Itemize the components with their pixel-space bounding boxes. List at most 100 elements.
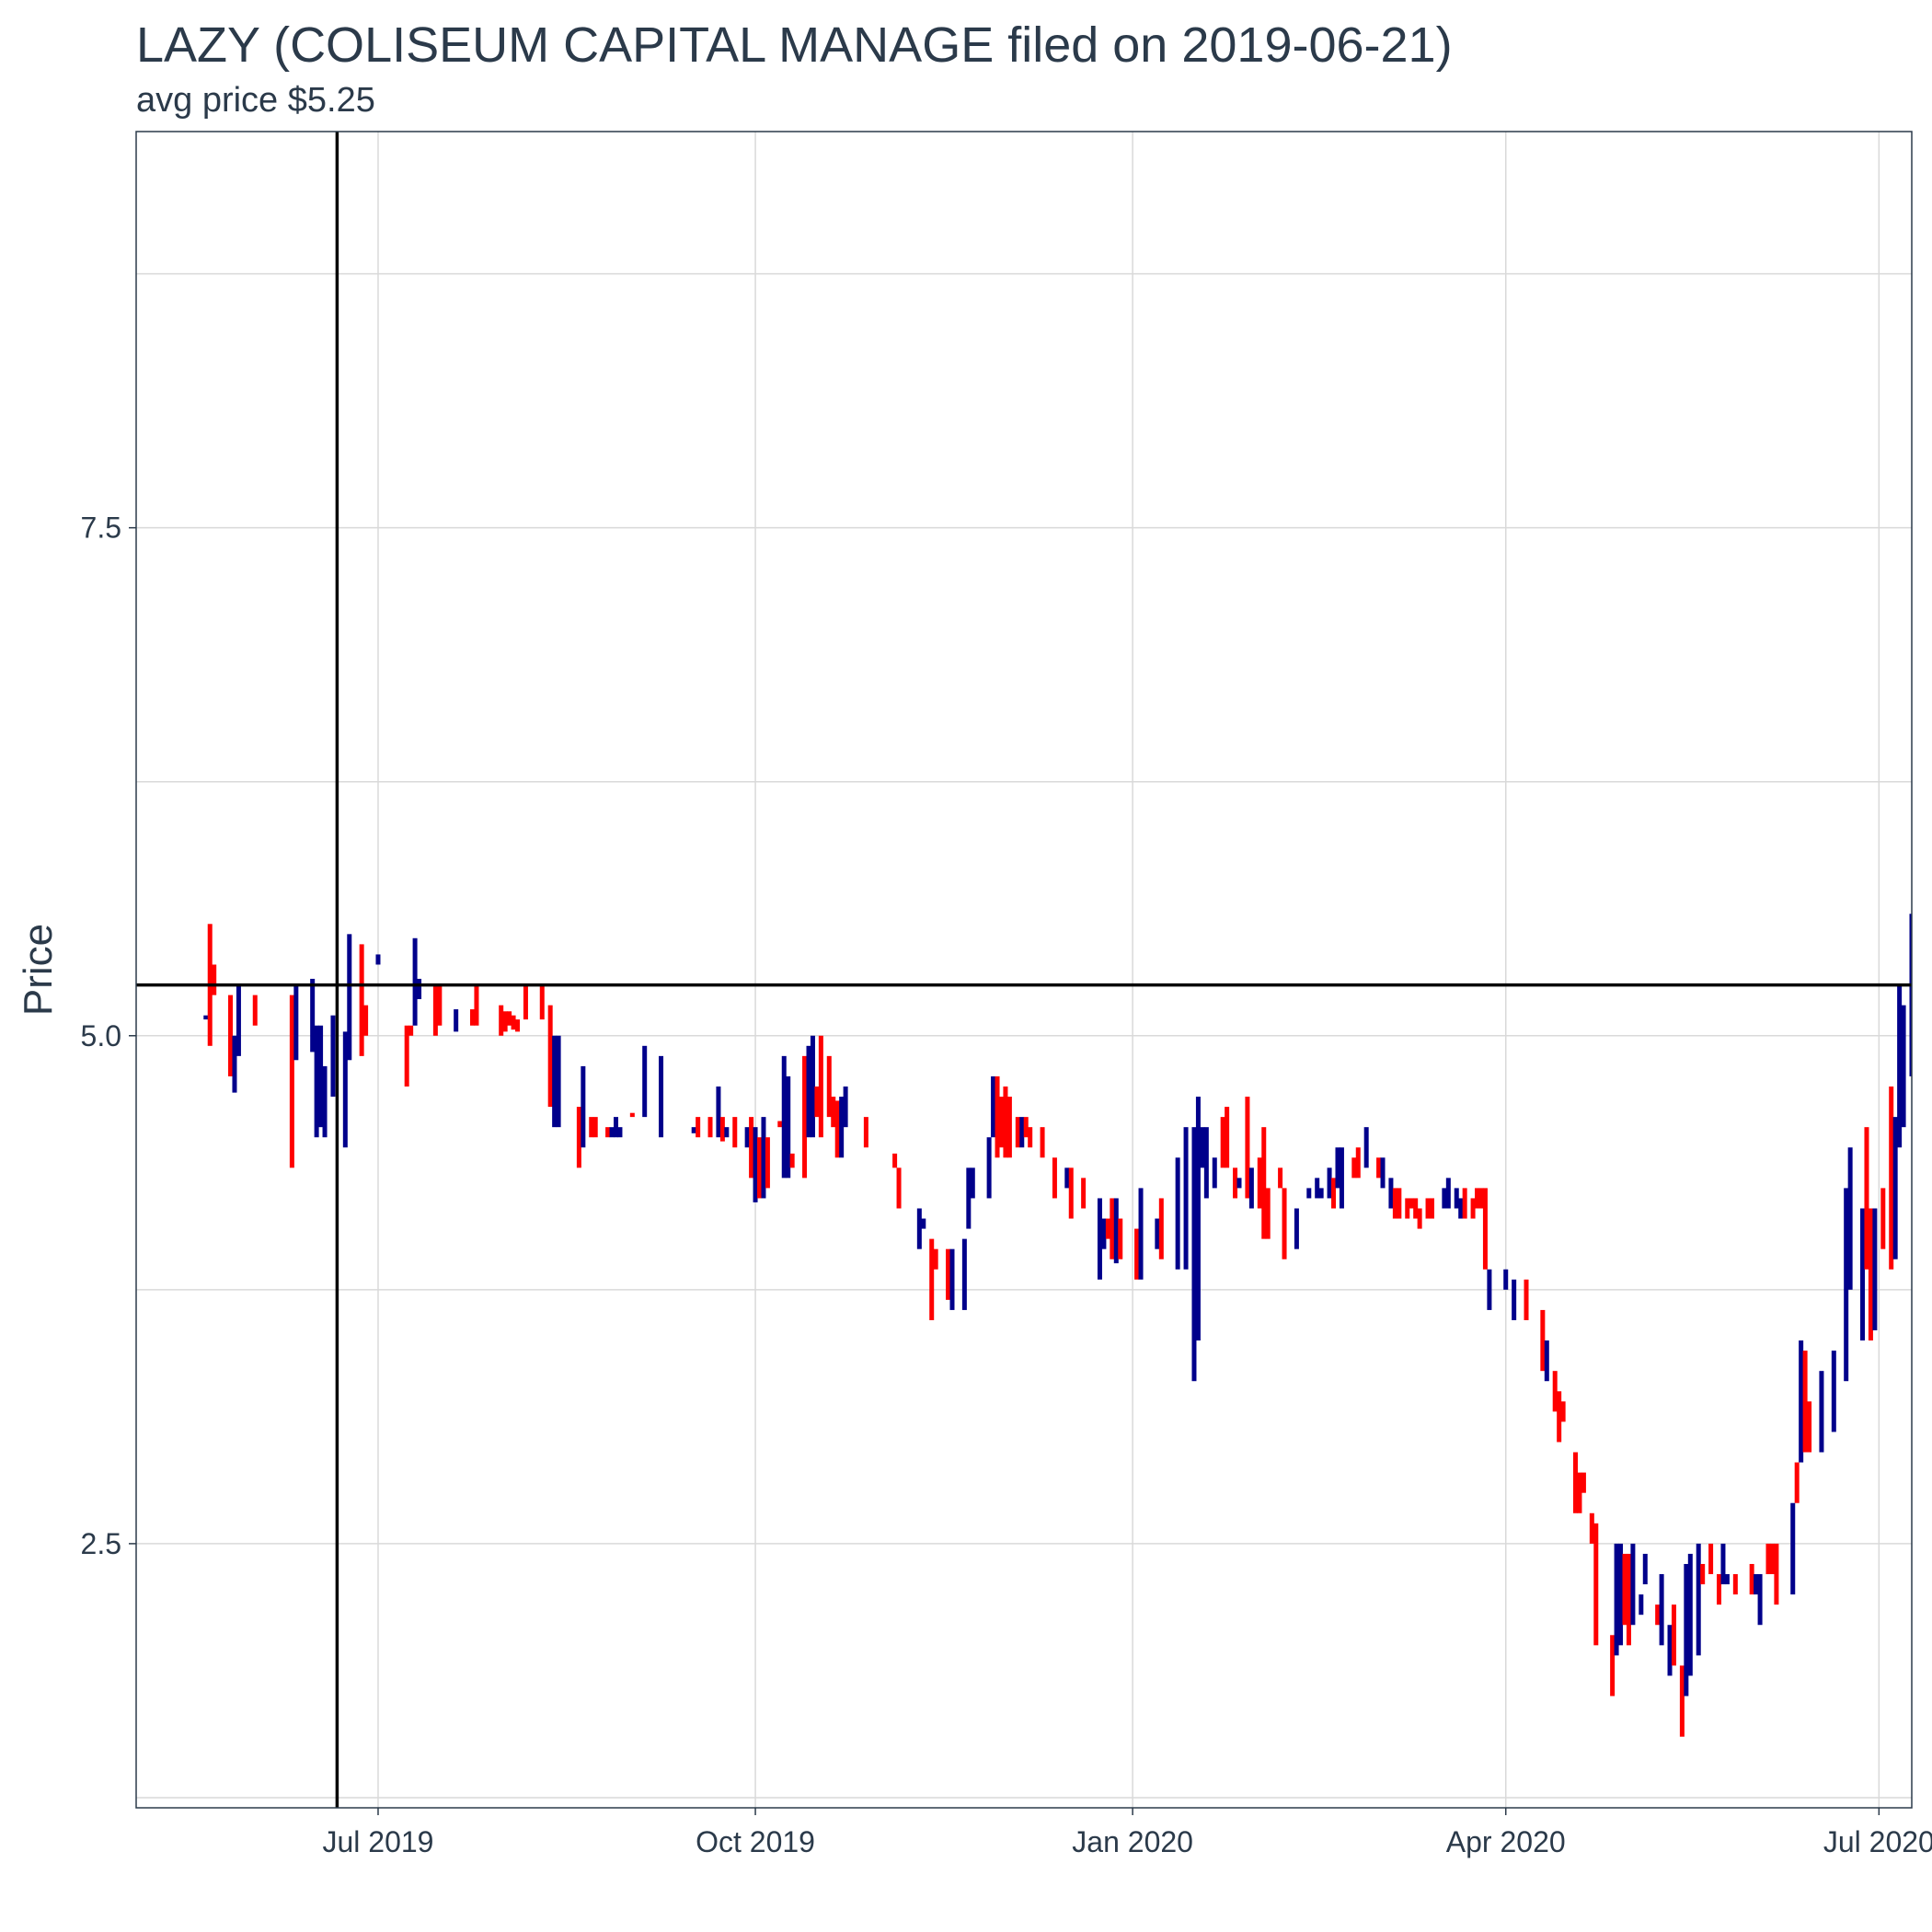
price-bar xyxy=(1724,1574,1730,1585)
price-bar xyxy=(1203,1127,1209,1199)
price-bar xyxy=(1717,1574,1722,1605)
price-bar xyxy=(1655,1604,1661,1626)
price-bars-layer xyxy=(203,792,1918,1737)
price-bar xyxy=(342,1031,348,1148)
price-bar xyxy=(1195,1097,1201,1341)
price-bar xyxy=(707,1117,713,1138)
price-bar xyxy=(1220,1117,1225,1168)
price-bar xyxy=(212,964,217,995)
price-bar xyxy=(1503,1269,1509,1290)
price-bar xyxy=(892,1153,898,1168)
price-bar xyxy=(1248,1167,1254,1209)
price-bar xyxy=(1540,1309,1546,1372)
price-bar xyxy=(1392,1188,1397,1219)
price-bar xyxy=(432,984,438,1036)
price-bar xyxy=(1475,1188,1480,1209)
price-bar xyxy=(1134,1228,1140,1280)
price-bar xyxy=(1577,1472,1582,1513)
price-bar xyxy=(1524,1279,1529,1320)
price-bar xyxy=(1454,1188,1459,1209)
price-bar xyxy=(1155,1218,1160,1249)
price-bar xyxy=(605,1127,611,1138)
price-bar xyxy=(732,1117,738,1148)
price-bar xyxy=(916,1208,922,1249)
price-bar xyxy=(1687,1553,1693,1676)
price-bar xyxy=(511,1015,516,1030)
price-bar xyxy=(744,1127,750,1148)
price-bar xyxy=(998,1097,1004,1148)
price-bar xyxy=(1794,1462,1800,1503)
x-tick-label: Jan 2020 xyxy=(1072,1825,1193,1858)
price-bar xyxy=(1659,1574,1664,1646)
price-bar xyxy=(375,954,381,965)
price-bar xyxy=(203,1015,209,1020)
price-bar xyxy=(1557,1391,1562,1443)
price-bar xyxy=(818,1035,823,1138)
price-bar xyxy=(995,1075,1000,1158)
price-bar xyxy=(1023,1117,1029,1138)
price-bar xyxy=(1487,1269,1492,1310)
x-tick-label: Oct 2019 xyxy=(696,1825,815,1858)
price-bar xyxy=(1462,1188,1467,1219)
price-bar xyxy=(826,1055,832,1118)
price-bar xyxy=(949,1248,955,1310)
price-bar xyxy=(834,1100,840,1158)
price-bar xyxy=(970,1167,975,1199)
y-tick-label: 2.5 xyxy=(81,1527,121,1560)
price-bar xyxy=(1626,1553,1631,1646)
price-bar xyxy=(1064,1167,1070,1189)
price-bar xyxy=(552,1035,558,1128)
price-bar xyxy=(1573,1452,1579,1513)
price-bar xyxy=(474,984,479,1026)
y-axis-title: Price xyxy=(16,924,61,1016)
price-bar xyxy=(1101,1218,1107,1249)
price-bar xyxy=(1265,1188,1271,1239)
price-bar xyxy=(1335,1147,1340,1189)
price-bar xyxy=(1212,1157,1217,1189)
price-bar xyxy=(1052,1157,1057,1199)
price-bar xyxy=(1158,1198,1164,1259)
price-bar xyxy=(1799,1340,1804,1463)
price-bar xyxy=(1040,1127,1045,1158)
price-bar xyxy=(1679,1665,1685,1737)
price-bar xyxy=(1236,1178,1242,1189)
price-bar xyxy=(1278,1167,1283,1189)
price-bar xyxy=(1671,1604,1676,1666)
price-bar xyxy=(576,1107,581,1168)
price-bar xyxy=(786,1075,791,1179)
price-bar xyxy=(1355,1147,1361,1179)
price-bar xyxy=(753,1127,758,1202)
price-bar xyxy=(929,1238,935,1320)
price-bar xyxy=(556,1035,561,1128)
price-bar xyxy=(1282,1188,1287,1259)
price-bar xyxy=(1589,1512,1594,1544)
price-bar xyxy=(1630,1543,1636,1626)
price-bar xyxy=(1880,1188,1886,1249)
price-bar xyxy=(1445,1178,1451,1209)
x-tick-label: Jul 2020 xyxy=(1823,1825,1932,1858)
panel-border xyxy=(135,131,1913,1809)
price-bar xyxy=(1914,792,1918,1016)
price-bar xyxy=(1667,1625,1673,1676)
price-bar xyxy=(863,1117,868,1148)
price-bar xyxy=(1844,1188,1849,1382)
price-bar xyxy=(1807,1401,1812,1453)
price-bar xyxy=(1245,1097,1250,1199)
price-bar xyxy=(1257,1157,1262,1209)
price-bar xyxy=(330,1015,336,1098)
price-bar xyxy=(1191,1127,1197,1382)
price-bar xyxy=(1872,1208,1878,1331)
price-bar xyxy=(1429,1198,1434,1219)
price-bar xyxy=(814,1086,820,1118)
reference-lines-layer xyxy=(136,132,1912,1808)
price-bar xyxy=(843,1086,848,1128)
price-bar xyxy=(1397,1188,1402,1219)
price-bar xyxy=(1175,1157,1180,1270)
price-bar xyxy=(1183,1127,1189,1270)
price-bar xyxy=(1015,1117,1020,1148)
price-bar xyxy=(777,1121,783,1128)
price-bar xyxy=(289,995,294,1168)
price-bar xyxy=(1868,1208,1873,1341)
price-bar xyxy=(1622,1553,1627,1626)
price-bar xyxy=(642,1045,648,1118)
